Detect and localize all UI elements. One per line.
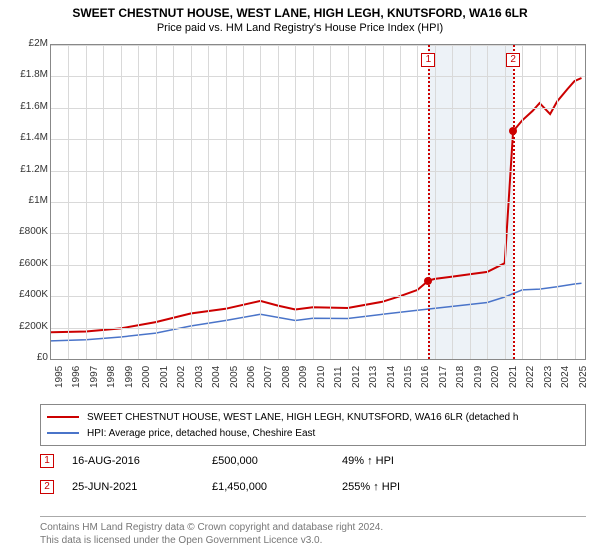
- y-axis-label: £1.4M: [0, 132, 48, 143]
- transaction-date: 16-AUG-2016: [72, 455, 212, 467]
- x-axis-label: 2024: [560, 366, 571, 388]
- data-notice: Contains HM Land Registry data © Crown c…: [40, 516, 586, 547]
- x-axis-label: 2023: [543, 366, 554, 388]
- y-axis-label: £2M: [0, 38, 48, 49]
- series-price_paid: [51, 78, 582, 332]
- page-subtitle: Price paid vs. HM Land Registry's House …: [0, 20, 600, 34]
- y-axis-label: £1.6M: [0, 101, 48, 112]
- y-axis-label: £400K: [0, 289, 48, 300]
- x-axis-label: 1996: [71, 366, 82, 388]
- chart-marker-dot-2: [509, 127, 517, 135]
- chart-marker-2: 2: [506, 53, 520, 67]
- x-axis-label: 1997: [89, 366, 100, 388]
- y-axis-label: £1.2M: [0, 164, 48, 175]
- legend-label: SWEET CHESTNUT HOUSE, WEST LANE, HIGH LE…: [87, 412, 518, 423]
- legend-label: HPI: Average price, detached house, Ches…: [87, 428, 315, 439]
- page-title: SWEET CHESTNUT HOUSE, WEST LANE, HIGH LE…: [0, 0, 600, 20]
- series-hpi: [51, 283, 582, 341]
- x-axis-label: 2003: [194, 366, 205, 388]
- legend-swatch: [47, 416, 79, 418]
- x-axis-label: 2019: [473, 366, 484, 388]
- transaction-date: 25-JUN-2021: [72, 481, 212, 493]
- transaction-pct: 49% ↑ HPI: [342, 455, 394, 467]
- legend-row: HPI: Average price, detached house, Ches…: [47, 425, 579, 441]
- x-axis-label: 2018: [455, 366, 466, 388]
- x-axis-label: 2011: [333, 366, 344, 388]
- x-axis-label: 2004: [211, 366, 222, 388]
- transaction-price: £1,450,000: [212, 481, 342, 493]
- transaction-row: 1 16-AUG-2016£500,00049% ↑ HPI: [40, 454, 394, 468]
- transaction-pct: 255% ↑ HPI: [342, 481, 400, 493]
- transaction-price: £500,000: [212, 455, 342, 467]
- y-axis-label: £800K: [0, 226, 48, 237]
- y-axis-label: £600K: [0, 258, 48, 269]
- legend-swatch: [47, 432, 79, 434]
- y-axis-label: £1.8M: [0, 69, 48, 80]
- chart-marker-dot-1: [424, 277, 432, 285]
- x-axis-label: 2005: [229, 366, 240, 388]
- x-axis-label: 2017: [438, 366, 449, 388]
- x-axis-label: 2013: [368, 366, 379, 388]
- legend: SWEET CHESTNUT HOUSE, WEST LANE, HIGH LE…: [40, 404, 586, 446]
- x-axis-label: 1998: [106, 366, 117, 388]
- x-axis-label: 2006: [246, 366, 257, 388]
- x-axis-label: 2015: [403, 366, 414, 388]
- notice-line-2: This data is licensed under the Open Gov…: [40, 535, 322, 546]
- x-axis-label: 2020: [490, 366, 501, 388]
- x-axis-label: 2008: [281, 366, 292, 388]
- x-axis-label: 2025: [578, 366, 589, 388]
- x-axis-label: 2002: [176, 366, 187, 388]
- x-axis-label: 2014: [386, 366, 397, 388]
- x-axis-label: 2009: [298, 366, 309, 388]
- price-chart: 12: [50, 44, 586, 360]
- y-axis-label: £200K: [0, 321, 48, 332]
- x-axis-label: 2012: [351, 366, 362, 388]
- x-axis-label: 2022: [525, 366, 536, 388]
- chart-marker-1: 1: [421, 53, 435, 67]
- transaction-marker: 2: [40, 480, 54, 494]
- x-axis-label: 1999: [124, 366, 135, 388]
- notice-line-1: Contains HM Land Registry data © Crown c…: [40, 522, 383, 533]
- transaction-row: 2 25-JUN-2021£1,450,000255% ↑ HPI: [40, 480, 400, 494]
- y-axis-label: £0: [0, 352, 48, 363]
- x-axis-label: 2007: [263, 366, 274, 388]
- x-axis-label: 2001: [159, 366, 170, 388]
- y-axis-label: £1M: [0, 195, 48, 206]
- x-axis-label: 2016: [420, 366, 431, 388]
- x-axis-label: 2010: [316, 366, 327, 388]
- transaction-marker: 1: [40, 454, 54, 468]
- x-axis-label: 2000: [141, 366, 152, 388]
- x-axis-label: 2021: [508, 366, 519, 388]
- legend-row: SWEET CHESTNUT HOUSE, WEST LANE, HIGH LE…: [47, 409, 579, 425]
- x-axis-label: 1995: [54, 366, 65, 388]
